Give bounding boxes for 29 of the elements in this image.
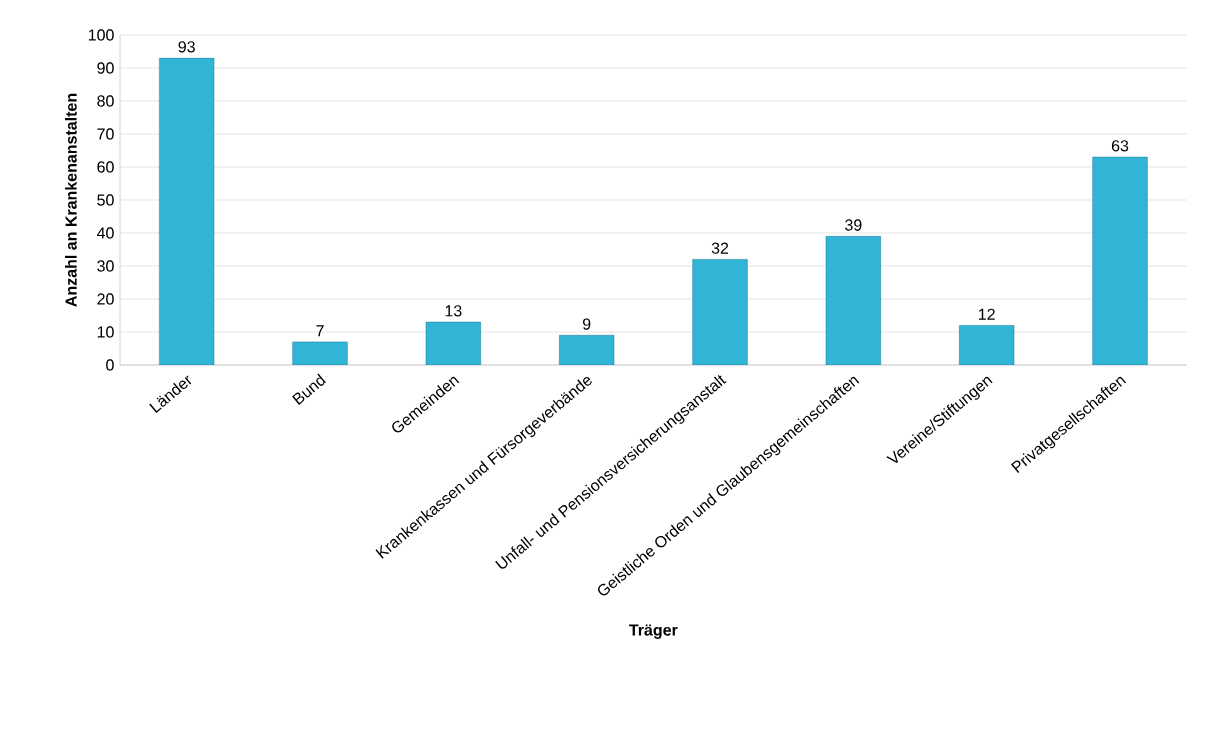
bar: [959, 325, 1015, 365]
y-tick-label: 60: [97, 161, 114, 173]
bar: [559, 335, 615, 365]
data-label: 63: [1111, 140, 1129, 152]
bar: [1092, 156, 1148, 365]
y-tick-label: 80: [97, 95, 114, 107]
data-label: 13: [445, 305, 462, 317]
y-tick-label: 0: [106, 359, 114, 371]
data-label: 39: [845, 219, 862, 231]
y-tick-label: 30: [97, 260, 114, 272]
y-tick-label: 90: [97, 62, 114, 74]
data-label: 7: [316, 325, 324, 337]
y-tick-label: 100: [88, 29, 114, 41]
bar: [292, 341, 348, 365]
y-tick-label: 40: [96, 227, 114, 239]
bar: [159, 57, 215, 365]
y-tick-label: 70: [97, 128, 114, 140]
y-tick-label: 20: [97, 293, 114, 305]
y-tick-label: 50: [97, 194, 114, 206]
bar: [825, 236, 881, 365]
x-axis-title: Träger: [629, 624, 678, 639]
bar: [692, 259, 748, 365]
data-label: 93: [178, 41, 195, 53]
bar: [425, 321, 481, 365]
data-label: 9: [582, 318, 591, 330]
data-label: 32: [711, 242, 729, 254]
data-label: 12: [978, 308, 995, 320]
y-tick-label: 10: [97, 326, 114, 338]
y-axis-title: Anzahl an Krankenanstalten: [65, 93, 77, 307]
